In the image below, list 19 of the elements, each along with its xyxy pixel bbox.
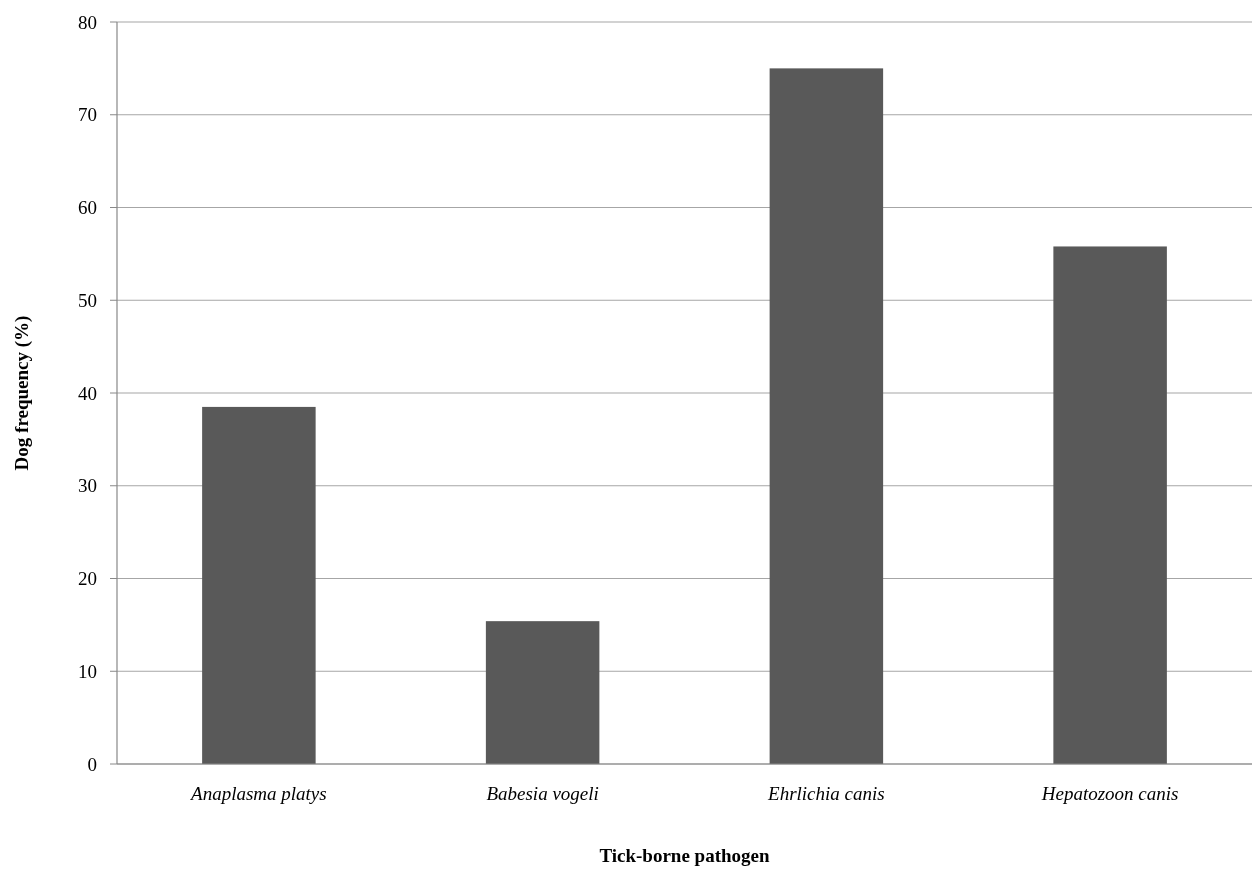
y-tick-label: 20 (78, 568, 97, 590)
y-axis-title: Dog frequency (%) (11, 315, 33, 471)
x-tick-label: Hepatozoon canis (1040, 783, 1179, 804)
y-tick-label: 80 (78, 11, 97, 33)
bar (769, 68, 884, 764)
y-tick-label: 40 (78, 382, 97, 404)
bar (202, 406, 316, 764)
y-tick-label: 0 (87, 753, 97, 775)
bar (485, 621, 600, 764)
y-tick-label: 30 (78, 475, 97, 497)
x-tick-label: Ehrlichia canis (767, 783, 885, 804)
y-tick-label: 50 (78, 289, 97, 311)
x-tick-label: Anaplasma platys (189, 783, 327, 804)
x-axis-title: Tick-borne pathogen (599, 845, 770, 866)
y-tick-label: 10 (78, 660, 97, 682)
x-tick-label: Babesia vogeli (486, 783, 599, 804)
y-tick-label: 60 (78, 197, 97, 219)
y-tick-label: 70 (78, 104, 97, 126)
bar (1053, 246, 1167, 764)
